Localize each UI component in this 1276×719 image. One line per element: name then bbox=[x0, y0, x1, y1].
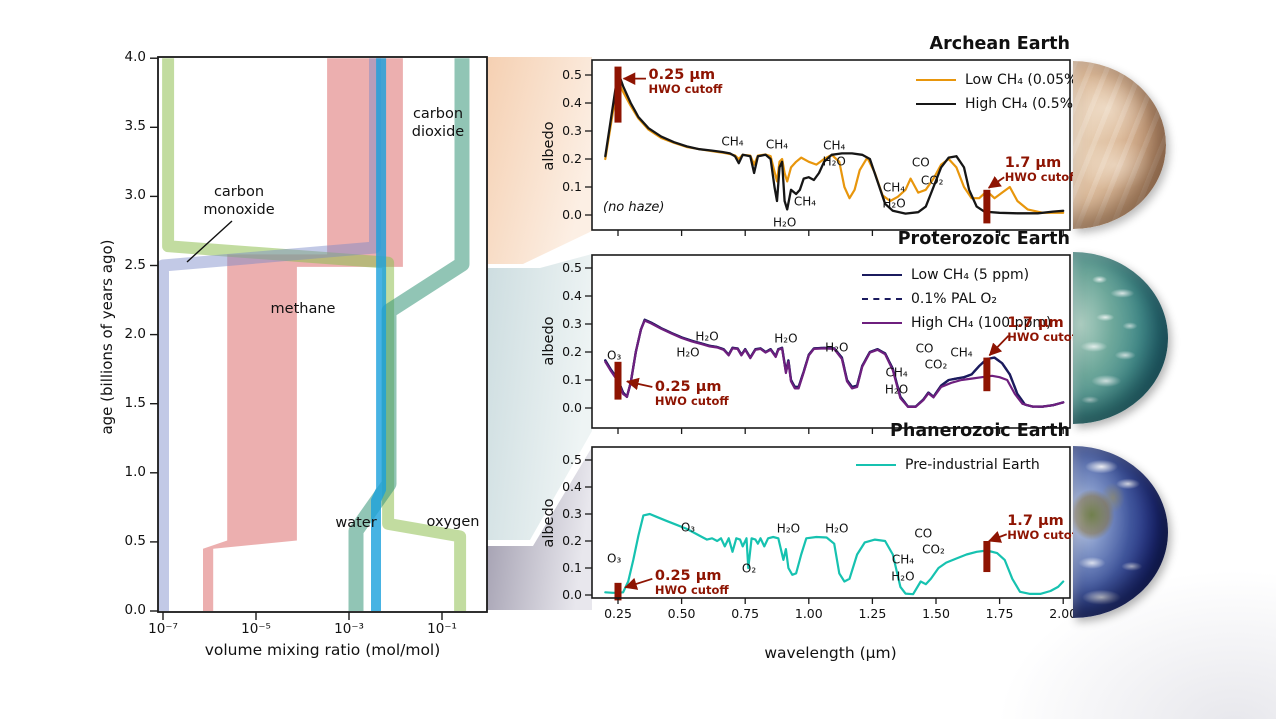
band-carbon_monoxide bbox=[158, 58, 381, 611]
phanerozoic-series-0 bbox=[604, 512, 1065, 596]
proterozoic-hwo-cutoff-bar bbox=[614, 361, 622, 400]
band-methane bbox=[203, 58, 403, 611]
band-carbon_dioxide bbox=[348, 58, 470, 611]
proterozoic-spectrum-panel bbox=[592, 255, 1070, 428]
band-water bbox=[371, 58, 387, 611]
archean-spectrum-panel bbox=[592, 60, 1070, 230]
proterozoic-hwo-cutoff-bar bbox=[983, 357, 991, 392]
proterozoic-hwo-cutoff-arrow bbox=[988, 335, 1010, 357]
spectra-layer bbox=[604, 66, 1065, 601]
era-wedge-phanerozoic bbox=[487, 447, 592, 610]
ticks-layer bbox=[150, 57, 1064, 620]
phanerozoic-hwo-cutoff-bar bbox=[983, 541, 991, 573]
mixing-ratio-plot-area bbox=[158, 57, 487, 612]
archean-hwo-cutoff-bar bbox=[614, 66, 622, 123]
proterozoic-panel-border bbox=[591, 254, 1071, 429]
archean-panel-border bbox=[591, 59, 1071, 231]
gas-bands-layer bbox=[158, 58, 470, 611]
phanerozoic-hwo-cutoff-bar bbox=[614, 582, 622, 601]
era-wedge-proterozoic bbox=[487, 254, 592, 540]
archean-series-1 bbox=[604, 71, 1065, 215]
phanerozoic-hwo-cutoff-arrow bbox=[988, 530, 1008, 543]
era-wedge-archean bbox=[487, 57, 592, 264]
phanerozoic-spectrum-panel bbox=[592, 447, 1070, 598]
archean-hwo-cutoff-arrow bbox=[987, 176, 1005, 189]
phanerozoic-hwo-cutoff-arrow bbox=[624, 577, 653, 590]
archean-hwo-cutoff-bar bbox=[983, 189, 991, 224]
carbon-monoxide-pointer bbox=[186, 220, 233, 263]
proterozoic-hwo-cutoff-arrow bbox=[626, 377, 653, 391]
proterozoic-series-2 bbox=[604, 319, 1065, 408]
phanerozoic-panel-border bbox=[591, 446, 1071, 599]
